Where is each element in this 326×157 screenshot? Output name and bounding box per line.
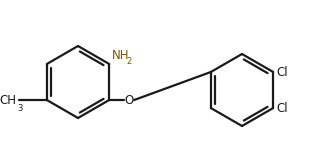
Text: 2: 2 — [127, 57, 132, 65]
Text: Cl: Cl — [276, 65, 288, 78]
Text: Cl: Cl — [276, 101, 288, 114]
Text: NH: NH — [112, 49, 130, 62]
Text: CH: CH — [0, 94, 17, 106]
Text: O: O — [125, 94, 134, 106]
Text: 3: 3 — [17, 104, 23, 113]
